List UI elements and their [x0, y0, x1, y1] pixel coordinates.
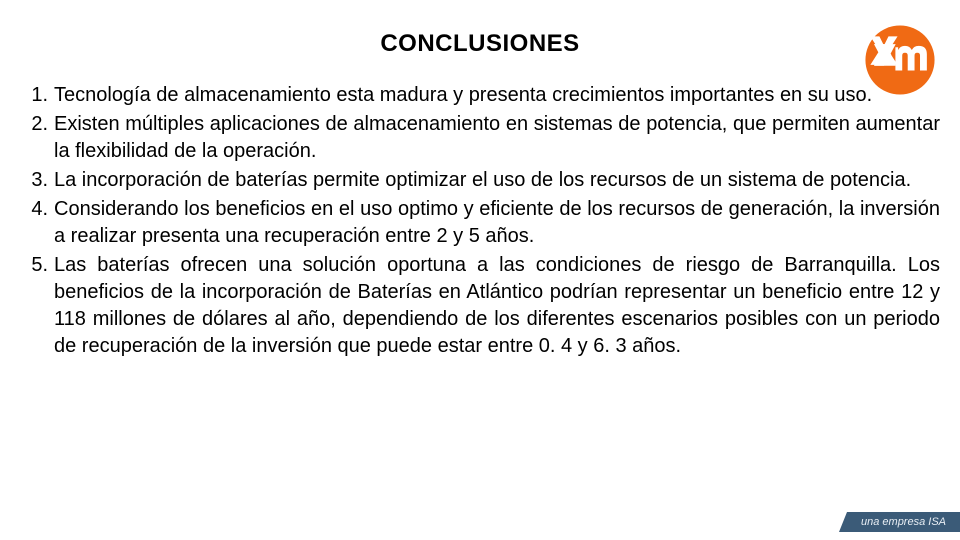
content-area: Tecnología de almacenamiento esta madura…	[20, 82, 940, 362]
list-item: La incorporación de baterías permite opt…	[20, 167, 940, 194]
conclusions-list: Tecnología de almacenamiento esta madura…	[20, 82, 940, 360]
slide-title: CONCLUSIONES	[0, 0, 960, 68]
list-item: Las baterías ofrecen una solución oportu…	[20, 252, 940, 360]
slide: CONCLUSIONES Tecnología de almacenamient…	[0, 0, 960, 540]
list-item: Existen múltiples aplicaciones de almace…	[20, 111, 940, 165]
list-item: Tecnología de almacenamiento esta madura…	[20, 82, 940, 109]
footer-tag: una empresa ISA	[839, 512, 960, 532]
list-item: Considerando los beneficios en el uso op…	[20, 196, 940, 250]
